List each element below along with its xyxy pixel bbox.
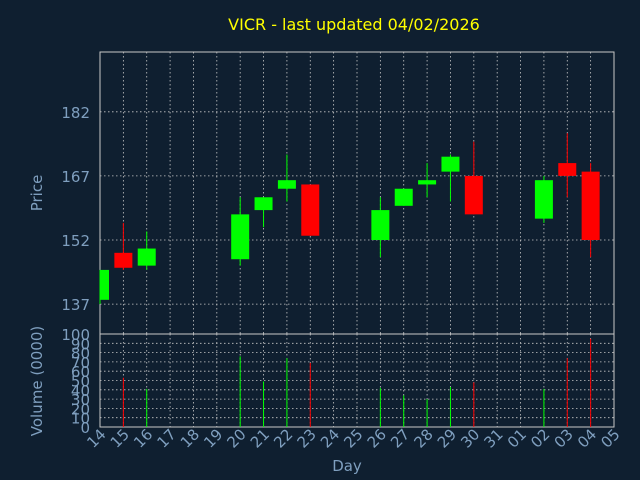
candle-body <box>394 188 413 206</box>
price-tick-label: 152 <box>61 232 90 250</box>
volume-tick-label: 90 <box>71 335 90 353</box>
volume-axis-label: Volume (0000) <box>28 326 46 436</box>
candle-body <box>581 171 600 240</box>
candle-body <box>100 269 109 300</box>
volume-tick-label: 20 <box>71 400 90 418</box>
candle-body <box>277 180 296 189</box>
candle-body <box>137 248 156 266</box>
volume-tick-label: 10 <box>71 410 90 428</box>
candle-body <box>534 180 553 219</box>
candle-body <box>114 252 133 268</box>
candle-body <box>441 156 460 172</box>
chart-title: VICR - last updated 04/02/2026 <box>228 15 480 34</box>
volume-tick-label: 40 <box>71 382 90 400</box>
x-axis-label: Day <box>332 457 362 475</box>
volume-tick-label: 100 <box>61 326 90 344</box>
x-axis-ticks: 1415161718192021222324252627282930310102… <box>83 425 623 451</box>
volume-bars <box>122 338 592 427</box>
candle-body <box>301 184 320 236</box>
volume-tick-label: 0 <box>80 419 90 437</box>
volume-tick-label: 30 <box>71 391 90 409</box>
price-tick-label: 182 <box>61 104 90 122</box>
price-tick-label: 137 <box>61 296 90 314</box>
candles <box>99 133 600 305</box>
candle-body <box>418 180 437 185</box>
candle-body <box>371 210 390 240</box>
price-axis-ticks: 137 152 167 182 <box>61 104 90 314</box>
candle-body <box>231 214 250 260</box>
price-tick-label: 167 <box>61 168 90 186</box>
candle-body <box>254 197 273 211</box>
volume-tick-label: 60 <box>71 363 90 381</box>
candle-body <box>464 175 483 215</box>
volume-tick-label: 80 <box>71 345 90 363</box>
volume-panel-frame <box>99 333 615 428</box>
volume-tick-label: 70 <box>71 354 90 372</box>
candle-body <box>558 163 577 176</box>
volume-tick-label: 50 <box>71 373 90 391</box>
price-axis-label: Price <box>28 175 46 212</box>
